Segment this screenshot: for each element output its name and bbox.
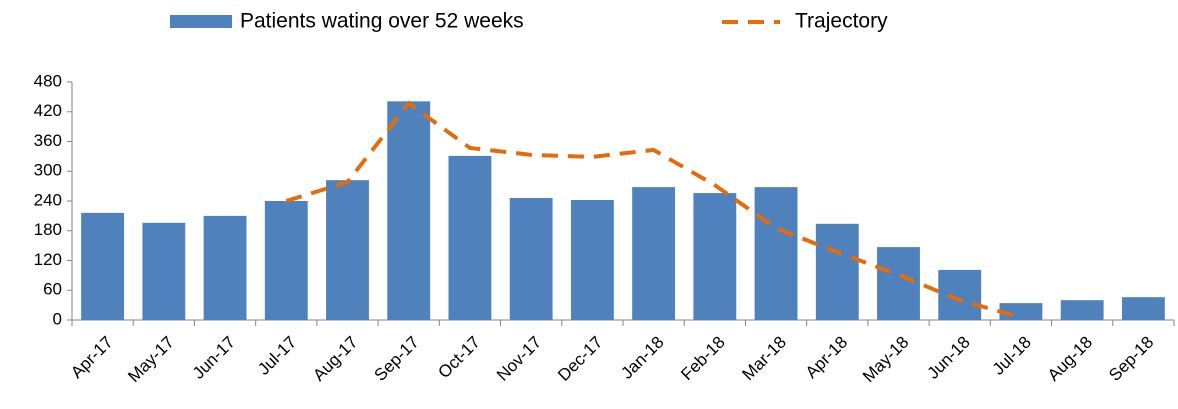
y-tick-label: 0 [53, 309, 62, 328]
bar [1121, 297, 1165, 320]
x-tick-label: Apr-18 [802, 333, 852, 383]
x-tick-label: May-18 [859, 333, 913, 387]
y-tick-label: 240 [34, 190, 62, 209]
y-tick-label: 180 [34, 220, 62, 239]
bar [877, 247, 920, 320]
bar [754, 187, 798, 320]
bar [326, 180, 369, 320]
y-tick-label: 300 [34, 161, 62, 180]
y-tick-label: 420 [34, 101, 62, 120]
x-tick-label: Jan-18 [617, 333, 667, 383]
x-tick-label: May-17 [124, 333, 178, 387]
bar [142, 222, 186, 320]
y-tick-label: 480 [34, 71, 62, 90]
x-tick-label: Feb-18 [677, 333, 729, 385]
x-tick-label: Jun-18 [924, 333, 974, 383]
bar [448, 155, 492, 320]
legend-swatch [170, 15, 232, 28]
x-tick-label: Aug-17 [309, 333, 361, 385]
x-tick-label: Jul-17 [254, 333, 300, 379]
x-tick-label: Jun-17 [189, 333, 239, 383]
bar [264, 201, 308, 320]
bar [81, 212, 125, 320]
bar [632, 187, 676, 320]
x-tick-label: Nov-17 [493, 333, 545, 385]
trajectory-line [285, 100, 1022, 320]
bar [938, 269, 982, 320]
x-tick-label: Jul-18 [989, 333, 1035, 379]
x-tick-label: Oct-17 [434, 333, 484, 383]
y-tick-label: 120 [34, 250, 62, 269]
x-tick-label: Dec-17 [554, 333, 606, 385]
x-tick-label: Sep-17 [371, 333, 423, 385]
bar [570, 200, 614, 320]
x-tick-label: Aug-18 [1044, 333, 1096, 385]
y-tick-label: 60 [43, 280, 62, 299]
bar [203, 215, 247, 320]
bar [815, 223, 859, 320]
bar [1060, 300, 1104, 320]
y-tick-label: 360 [34, 131, 62, 150]
bar [693, 193, 737, 320]
legend-label: Patients wating over 52 weeks [240, 10, 524, 33]
bar [509, 198, 553, 320]
x-tick-label: Sep-18 [1105, 333, 1157, 385]
x-tick-label: Mar-18 [739, 333, 791, 385]
legend-label: Trajectory [795, 10, 888, 33]
bar [387, 101, 431, 321]
x-tick-label: Apr-17 [67, 333, 117, 383]
